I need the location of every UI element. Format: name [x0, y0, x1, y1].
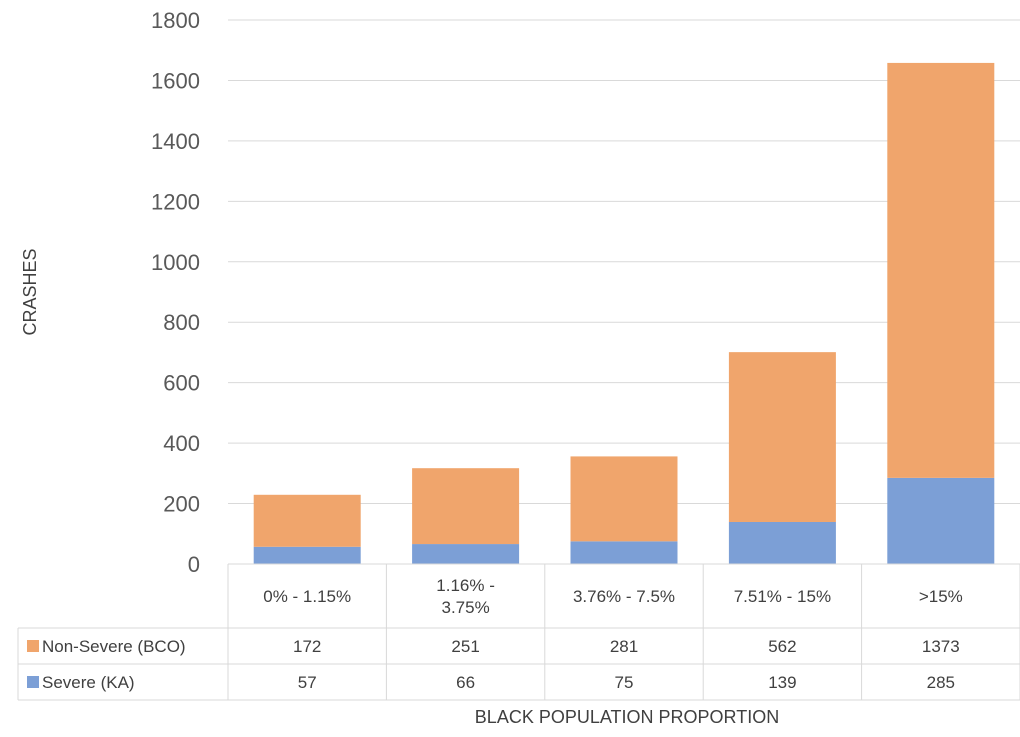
legend-swatch-severe: [27, 676, 39, 688]
y-tick-label: 600: [163, 371, 200, 396]
table-value-severe: 57: [298, 673, 317, 692]
y-tick-label: 200: [163, 492, 200, 517]
bars: [253, 62, 995, 564]
y-tick-label: 1600: [151, 68, 200, 93]
y-tick-label: 1000: [151, 250, 200, 275]
bar-severe: [570, 541, 678, 564]
y-tick-label: 1800: [151, 8, 200, 33]
x-tick-label: >15%: [919, 587, 963, 606]
y-tick-label: 0: [188, 552, 200, 577]
gridlines: [228, 19, 1020, 505]
bar-severe: [412, 544, 520, 564]
bar-non-severe: [412, 468, 520, 545]
x-tick-label: 3.75%: [441, 598, 489, 617]
table-value-severe: 75: [615, 673, 634, 692]
bar-severe: [728, 521, 836, 564]
y-tick-label: 1400: [151, 129, 200, 154]
table-value-severe: 285: [927, 673, 955, 692]
x-tick-label: 3.76% - 7.5%: [573, 587, 675, 606]
legend-label-severe: Severe (KA): [42, 673, 135, 692]
bar-non-severe: [570, 456, 678, 542]
y-axis-ticks: 0 200 400 600 800 1000 1200 1400 1600 1800: [151, 8, 200, 577]
bar-non-severe: [728, 352, 836, 522]
table-value-severe: 66: [456, 673, 475, 692]
table-value-severe: 139: [768, 673, 796, 692]
y-tick-label: 800: [163, 310, 200, 335]
table-value-non-severe: 172: [293, 637, 321, 656]
bar-severe: [253, 546, 361, 564]
bar-non-severe: [887, 62, 995, 478]
x-tick-label: 1.16% -: [436, 576, 495, 595]
y-tick-label: 400: [163, 431, 200, 456]
data-table: 0% - 1.15% 1.16% - 3.75% 3.76% - 7.5% 7.51% …: [17, 563, 1020, 701]
table-value-non-severe: 562: [768, 637, 796, 656]
table-value-non-severe: 251: [451, 637, 479, 656]
bar-severe: [887, 477, 995, 564]
table-value-non-severe: 281: [610, 637, 638, 656]
x-tick-label: 7.51% - 15%: [734, 587, 831, 606]
x-tick-label: 0% - 1.15%: [263, 587, 351, 606]
table-value-non-severe: 1373: [922, 637, 960, 656]
y-tick-label: 1200: [151, 189, 200, 214]
x-axis-title: BLACK POPULATION PROPORTION: [475, 707, 779, 727]
y-axis-title: CRASHES: [20, 248, 40, 335]
bar-non-severe: [253, 494, 361, 547]
legend-swatch-non-severe: [27, 640, 39, 652]
legend-label-non-severe: Non-Severe (BCO): [42, 637, 186, 656]
